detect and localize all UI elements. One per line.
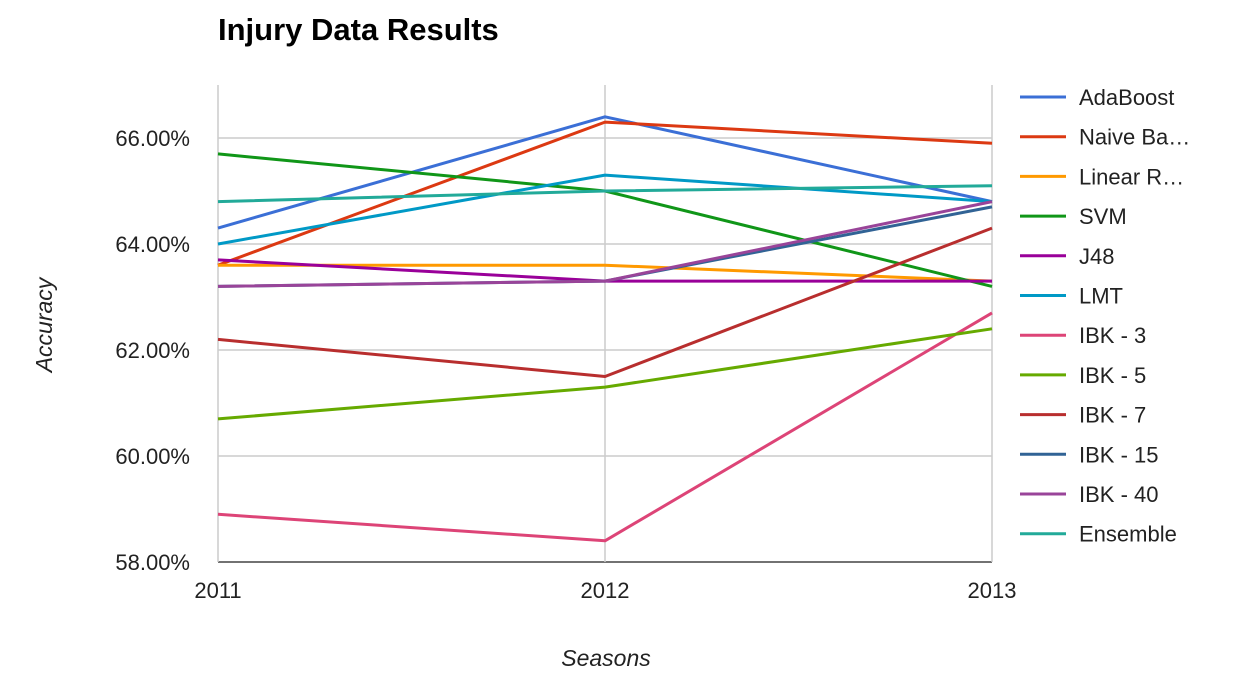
y-tick-label: 62.00% bbox=[115, 338, 190, 363]
legend-entry-label: Naive Ba… bbox=[1079, 125, 1190, 150]
series-line-lmt bbox=[217, 173, 993, 246]
series-lines bbox=[217, 115, 993, 543]
legend-entry-label: IBK - 40 bbox=[1079, 482, 1158, 507]
x-tick-label: 2012 bbox=[581, 578, 630, 603]
y-axis-ticks: 58.00% 60.00% 62.00% 64.00% 66.00% bbox=[115, 126, 190, 575]
y-tick-label: 64.00% bbox=[115, 232, 190, 257]
x-axis-label: Seasons bbox=[561, 645, 651, 671]
series-line-naive-bayes bbox=[217, 120, 993, 267]
legend-entry-label: IBK - 7 bbox=[1079, 403, 1146, 428]
legend-entry-label: Linear R… bbox=[1079, 164, 1184, 189]
y-tick-label: 58.00% bbox=[115, 550, 190, 575]
series-line-adaboost bbox=[217, 115, 993, 230]
legend-entry-label: J48 bbox=[1079, 244, 1114, 269]
legend-entry-label: IBK - 5 bbox=[1079, 363, 1146, 388]
series-line-ibk-7 bbox=[217, 226, 993, 378]
grid bbox=[217, 85, 993, 563]
chart-title: Injury Data Results bbox=[218, 12, 499, 47]
y-axis-label: Accuracy bbox=[31, 276, 57, 374]
legend-entry-label: SVM bbox=[1079, 204, 1127, 229]
x-tick-label: 2013 bbox=[968, 578, 1017, 603]
legend-entry-label: LMT bbox=[1079, 284, 1123, 309]
legend-entry-label: IBK - 3 bbox=[1079, 323, 1146, 348]
legend: AdaBoost Naive Ba… Linear R… SVM J48 LMT IBK -… bbox=[1020, 85, 1190, 547]
series-line-ensemble bbox=[217, 184, 993, 204]
y-tick-label: 66.00% bbox=[115, 126, 190, 151]
series-line-ibk-3 bbox=[217, 311, 993, 543]
series-line-linear-regression bbox=[218, 263, 993, 283]
series-line-ibk-40 bbox=[217, 200, 993, 288]
x-axis-ticks: 2011 2012 2013 bbox=[194, 578, 1016, 603]
legend-entry-label: AdaBoost bbox=[1079, 85, 1174, 110]
legend-entry-label: Ensemble bbox=[1079, 522, 1177, 547]
y-tick-label: 60.00% bbox=[115, 444, 190, 469]
series-line-ibk-5 bbox=[217, 327, 993, 421]
legend-entry-label: IBK - 15 bbox=[1079, 442, 1158, 467]
x-tick-label: 2011 bbox=[194, 578, 241, 603]
